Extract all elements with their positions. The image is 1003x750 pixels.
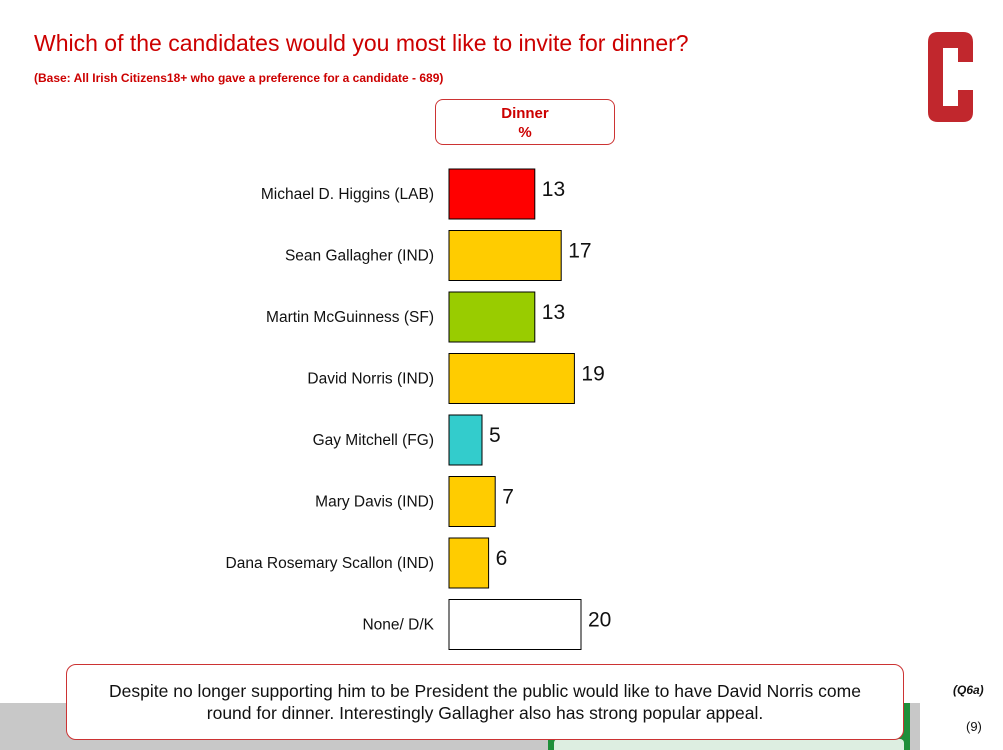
value-label-5: 7 bbox=[502, 486, 514, 509]
column-header: Dinner % bbox=[435, 99, 615, 145]
value-label-2: 13 bbox=[542, 301, 565, 324]
category-label-3: David Norris (IND) bbox=[307, 371, 434, 388]
base-note: (Base: All Irish Citizens18+ who gave a … bbox=[34, 71, 444, 85]
bar-2 bbox=[448, 291, 536, 343]
category-label-4: Gay Mitchell (FG) bbox=[313, 432, 434, 449]
value-label-3: 19 bbox=[581, 363, 604, 386]
value-label-0: 13 bbox=[542, 178, 565, 201]
category-label-1: Sean Gallagher (IND) bbox=[285, 248, 434, 265]
value-label-1: 17 bbox=[568, 240, 591, 263]
value-label-6: 6 bbox=[496, 547, 508, 570]
bar-3 bbox=[448, 353, 575, 404]
value-label-4: 5 bbox=[489, 424, 501, 447]
page-number: (9) bbox=[966, 719, 982, 734]
bar-chart: Michael D. Higgins (LAB) 13 Sean Gallagher… bbox=[226, 168, 611, 650]
callout-box: Despite no longer supporting him to be P… bbox=[66, 664, 904, 740]
brand-logo bbox=[928, 32, 973, 122]
callout-text: Despite no longer supporting him to be P… bbox=[109, 681, 861, 723]
bar-4 bbox=[448, 414, 483, 466]
category-label-7: None/ D/K bbox=[362, 617, 434, 634]
value-label-7: 20 bbox=[588, 609, 611, 632]
column-header-unit: % bbox=[518, 124, 532, 141]
category-label-2: Martin McGuinness (SF) bbox=[266, 309, 434, 326]
bar-0 bbox=[448, 168, 536, 220]
chart-title: Which of the candidates would you most l… bbox=[34, 30, 689, 56]
category-label-5: Mary Davis (IND) bbox=[315, 494, 434, 511]
category-label-6: Dana Rosemary Scallon (IND) bbox=[226, 555, 434, 572]
category-label-0: Michael D. Higgins (LAB) bbox=[261, 186, 434, 203]
sponsor-banner-stripe bbox=[554, 739, 904, 750]
question-reference: (Q6a) bbox=[953, 683, 984, 697]
bar-5 bbox=[448, 476, 496, 527]
column-header-title: Dinner bbox=[501, 105, 549, 122]
bar-7 bbox=[448, 599, 582, 650]
bar-6 bbox=[448, 537, 490, 589]
bar-1 bbox=[448, 230, 562, 281]
